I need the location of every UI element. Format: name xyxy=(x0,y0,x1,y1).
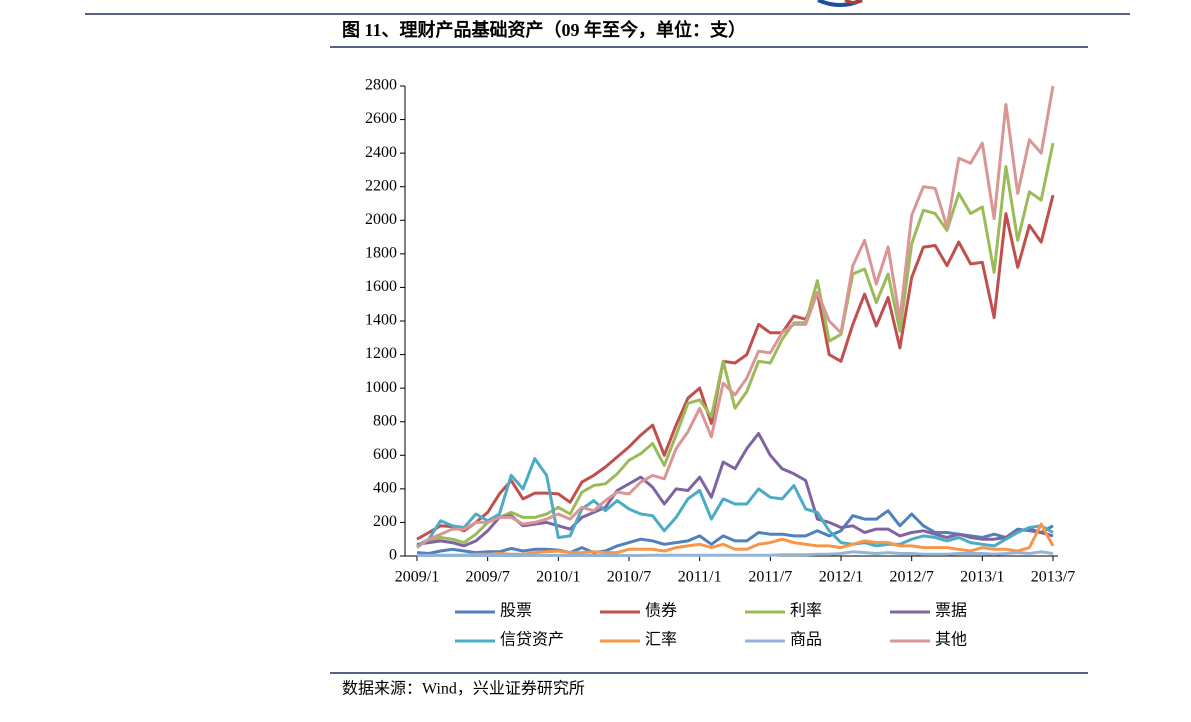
y-tick-label: 1600 xyxy=(365,278,397,295)
legend-label: 其他 xyxy=(935,631,967,649)
y-tick-label: 1800 xyxy=(365,245,397,262)
y-tick-label: 2800 xyxy=(365,77,397,94)
y-tick-label: 600 xyxy=(373,446,397,463)
y-tick-label: 1400 xyxy=(365,312,397,329)
legend-label: 票据 xyxy=(935,602,967,620)
x-tick-label: 2012/7 xyxy=(889,569,933,586)
y-tick-label: 2400 xyxy=(365,144,397,161)
legend-label: 信贷资产 xyxy=(500,631,564,649)
logo-accent xyxy=(844,0,863,4)
y-tick-label: 400 xyxy=(373,480,397,497)
y-tick-label: 2200 xyxy=(365,177,397,194)
x-tick-label: 2009/7 xyxy=(465,569,509,586)
legend-label: 利率 xyxy=(790,602,822,620)
x-tick-label: 2012/1 xyxy=(819,569,863,586)
series-line xyxy=(416,457,1054,548)
legend-label: 股票 xyxy=(500,602,532,620)
legend-label: 债券 xyxy=(645,602,677,620)
x-tick-label: 2009/1 xyxy=(395,569,439,586)
series-line xyxy=(416,85,1055,549)
x-tick-label: 2011/7 xyxy=(748,569,792,586)
y-tick-label: 200 xyxy=(373,513,397,530)
series-line xyxy=(416,194,1055,541)
chart-title: 图 11、理财产品基础资产（09 年至今，单位：支） xyxy=(342,19,746,40)
y-tick-label: 1000 xyxy=(365,379,397,396)
x-tick-label: 2011/1 xyxy=(678,569,722,586)
series-line xyxy=(417,550,1054,557)
series-line xyxy=(416,509,1054,555)
source-note: 数据来源：Wind，兴业证券研究所 xyxy=(342,680,585,698)
y-tick-label: 800 xyxy=(373,412,397,429)
y-tick-label: 2600 xyxy=(365,110,397,127)
legend-label: 汇率 xyxy=(645,631,677,649)
series-line xyxy=(416,432,1054,548)
legend-label: 商品 xyxy=(790,631,822,649)
x-tick-label: 2010/7 xyxy=(607,569,651,586)
y-tick-label: 0 xyxy=(389,547,397,564)
x-tick-label: 2013/7 xyxy=(1031,569,1075,586)
y-tick-label: 1200 xyxy=(365,345,397,362)
y-tick-label: 2000 xyxy=(365,211,397,228)
x-tick-label: 2010/1 xyxy=(536,569,580,586)
series-line xyxy=(416,142,1055,548)
x-tick-label: 2013/1 xyxy=(960,569,1004,586)
